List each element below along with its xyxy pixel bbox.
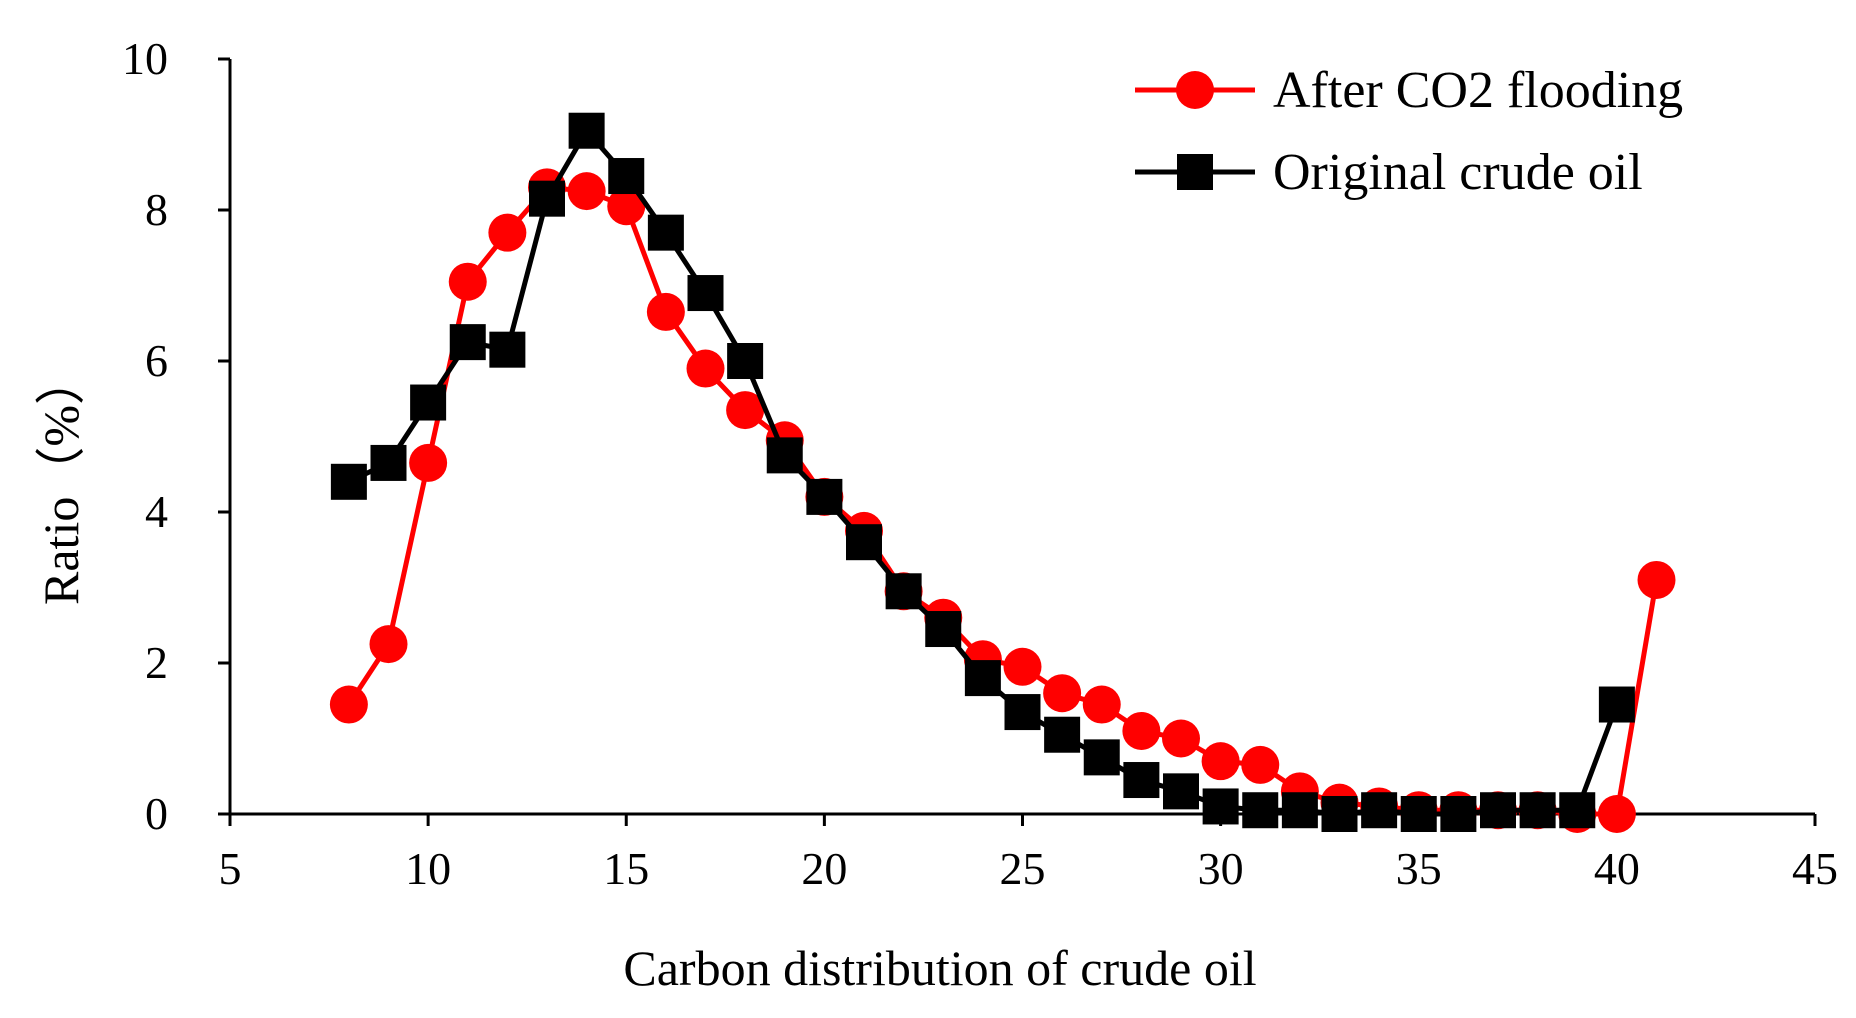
data-point <box>329 685 368 724</box>
data-point <box>1044 716 1081 753</box>
x-tick-label: 40 <box>1594 843 1640 894</box>
data-point <box>608 158 645 195</box>
data-point <box>766 437 803 474</box>
data-point <box>1082 685 1121 724</box>
series-line-after-co2-flooding <box>346 184 1659 817</box>
x-axis-title: Carbon distribution of crude oil <box>623 940 1256 996</box>
data-point <box>1637 560 1676 599</box>
x-tick-label: 25 <box>1000 843 1046 894</box>
legend-item-original-crude-oil: Original crude oil <box>1135 144 1643 201</box>
x-tick-label: 30 <box>1198 843 1244 894</box>
data-point <box>1242 792 1279 829</box>
y-tick-label: 4 <box>145 486 168 537</box>
legend-item-after-co2-flooding: After CO2 flooding <box>1135 62 1683 119</box>
data-point <box>964 660 1001 697</box>
data-point <box>1122 711 1161 750</box>
data-point <box>1400 796 1437 832</box>
data-point <box>568 112 605 149</box>
data-point <box>1281 792 1318 829</box>
y-tick-label: 10 <box>122 33 168 84</box>
x-tick-label: 45 <box>1792 843 1838 894</box>
data-point <box>1597 795 1636 833</box>
data-point <box>846 524 882 561</box>
series-layer <box>329 112 1676 833</box>
y-axis-title: Ratio（%） <box>33 355 89 605</box>
data-point <box>410 384 447 421</box>
legend: After CO2 flooding Original crude oil <box>1135 62 1683 201</box>
y-tick-label: 8 <box>145 184 168 235</box>
data-point <box>369 625 408 664</box>
data-point <box>686 349 725 388</box>
legend-label: After CO2 flooding <box>1273 62 1683 119</box>
data-point <box>448 262 487 301</box>
legend-marker <box>1176 71 1214 109</box>
data-point <box>330 463 367 500</box>
data-point <box>726 391 765 430</box>
data-point <box>1519 792 1556 829</box>
data-point <box>727 343 764 379</box>
data-point <box>1241 745 1280 784</box>
data-point <box>1163 773 1199 810</box>
y-tick-label: 0 <box>145 788 168 839</box>
data-point <box>409 443 448 482</box>
y-tick-label: 2 <box>145 637 168 688</box>
data-point <box>449 324 486 361</box>
data-point <box>1440 796 1477 832</box>
series-after-co2-flooding <box>329 168 1676 833</box>
data-point <box>885 573 922 610</box>
plot-axes: 5 10 15 20 25 30 35 40 45 0 2 4 6 8 10 <box>122 33 1838 894</box>
data-point <box>488 213 527 252</box>
data-point <box>1480 792 1516 829</box>
series-line-original-crude-oil <box>347 128 1620 817</box>
data-point <box>607 187 646 226</box>
data-point <box>1202 788 1239 825</box>
x-tick-label: 20 <box>801 843 847 894</box>
data-point <box>1321 796 1358 832</box>
data-point <box>1162 719 1200 758</box>
data-point <box>529 180 565 217</box>
x-tick-label: 15 <box>603 843 649 894</box>
data-point <box>1361 792 1398 829</box>
y-tick-label: 6 <box>145 335 168 386</box>
data-point <box>687 275 724 312</box>
data-point <box>806 478 843 515</box>
data-point <box>567 172 606 211</box>
data-point <box>1201 742 1240 781</box>
x-axis-ticks: 5 10 15 20 25 30 35 40 45 <box>219 814 1838 894</box>
data-point <box>1123 762 1160 799</box>
x-tick-label: 35 <box>1396 843 1442 894</box>
data-point <box>1598 686 1635 723</box>
legend-label: Original crude oil <box>1273 144 1643 201</box>
data-point <box>925 611 962 648</box>
data-point <box>1043 674 1082 713</box>
data-point <box>1083 739 1120 776</box>
data-point <box>370 444 407 481</box>
legend-marker <box>1177 154 1213 190</box>
series-original-crude-oil <box>330 112 1635 832</box>
data-point <box>647 214 684 251</box>
data-point <box>1004 694 1041 731</box>
x-tick-label: 10 <box>405 843 451 894</box>
data-point <box>1559 792 1596 829</box>
data-point <box>1003 647 1042 686</box>
data-point <box>646 292 685 331</box>
data-point <box>489 331 526 368</box>
x-tick-label: 5 <box>219 843 242 894</box>
y-axis-ticks: 0 2 4 6 8 10 <box>122 33 230 839</box>
